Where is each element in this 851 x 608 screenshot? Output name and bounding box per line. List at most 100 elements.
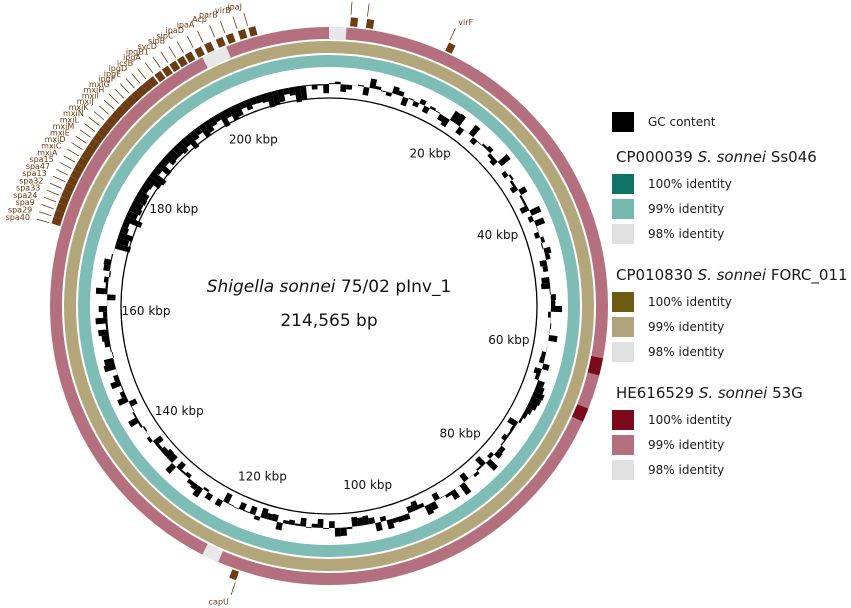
gc-bar [146,175,162,189]
gene-block [215,36,226,48]
gc-bar [468,474,474,479]
gc-bar [172,144,184,157]
gc-bar [440,116,450,128]
gc-bar [253,515,261,521]
ref-accession: CP000039 [616,148,693,166]
gc-bar [305,84,312,87]
gc-bar [119,226,130,235]
gc-bar [497,445,506,454]
gene-block [169,60,181,73]
gc-bar [501,166,506,171]
gene-leader [36,218,50,224]
gc-bar [454,485,460,490]
gc-bar [110,380,122,390]
gene-leader [209,25,216,38]
gc-bar [271,90,281,106]
gc-bar [497,154,511,167]
gc-bar [156,443,163,451]
gc-bar [120,385,124,392]
gene-block [64,182,76,194]
gene-leader [119,83,130,94]
gc-bar [531,390,545,401]
gene-leader [219,20,226,34]
ref-species: S. sonnei [697,266,767,284]
gene-leader [131,73,141,84]
gc-bar [454,113,467,127]
legend-row: 98% identity [612,460,724,480]
ref-strain: Ss046 [770,148,817,166]
gene-block [96,127,109,139]
legend-label: 100% identity [648,295,732,309]
gc-bar [275,521,283,531]
gc-bar [468,124,481,138]
gc-bar [108,271,112,278]
legend-swatch [612,342,634,362]
gc-bar [164,153,177,166]
gc-bar [357,84,364,87]
legend-swatch [612,460,634,480]
legend-label: 99% identity [648,438,725,452]
gene-block [58,196,70,207]
tick-label: 80 kbp [439,427,480,441]
gene-block [130,90,143,102]
legend-swatch [612,174,634,194]
gc-bar [550,294,557,301]
gc-bar [109,346,112,353]
gc-bar [386,518,395,530]
gc-bar [507,417,519,427]
gc-bar [406,505,414,514]
gc-bar [271,513,279,522]
legend-row: 98% identity [612,224,724,244]
gc-bar [184,471,192,479]
gc-bar [547,311,551,318]
legend-swatch [612,292,634,312]
gc-bar [334,81,341,85]
gc-bar [180,137,191,148]
gc-bar [548,334,558,343]
gene-label: spa40 [6,213,30,222]
gc-bar [527,215,535,223]
gc-bar [114,242,132,253]
gc-bar [431,492,440,502]
gc-bar [244,510,250,514]
gene-label: ipgD [109,64,128,73]
gc-bar [288,86,296,96]
gc-bar [203,486,210,493]
gene-leader [49,182,62,189]
gc-bar [548,271,550,278]
gene-leader [160,51,169,63]
gc-bar [228,105,240,121]
gene-label: ShET [370,0,390,2]
gene-label: ipgB1 [126,47,149,56]
gc-bar [459,472,469,483]
gene-block [237,29,248,40]
gc-bar [529,205,542,216]
gene-leader [186,35,194,48]
gc-bar [518,417,524,424]
gc-bar [550,300,556,306]
gc-bar [138,421,143,428]
legend-row: 99% identity [612,199,724,219]
gc-bar [131,406,135,412]
gc-bar [139,185,150,195]
gc-bar [424,503,435,516]
gc-bar [95,317,108,325]
gc-bar [288,519,296,526]
ref-species: S. sonnei [698,384,768,402]
gc-bar [214,498,224,508]
gc-bar [526,401,538,411]
gc-bar [476,465,482,471]
legend: GC content CP000039 S. sonnei Ss046 100%… [612,0,851,608]
gc-bar [103,276,109,283]
gene-block [229,569,240,581]
gene-block [110,110,123,122]
gene-label: sipB [148,36,165,45]
gc-bar [233,103,244,117]
gene-leader [75,135,87,144]
gene-block [61,189,73,200]
gene-block [67,176,79,187]
gc-bar [146,431,150,437]
gc-bar [522,200,527,207]
gc-bar [421,105,430,114]
gene-block [120,100,132,112]
